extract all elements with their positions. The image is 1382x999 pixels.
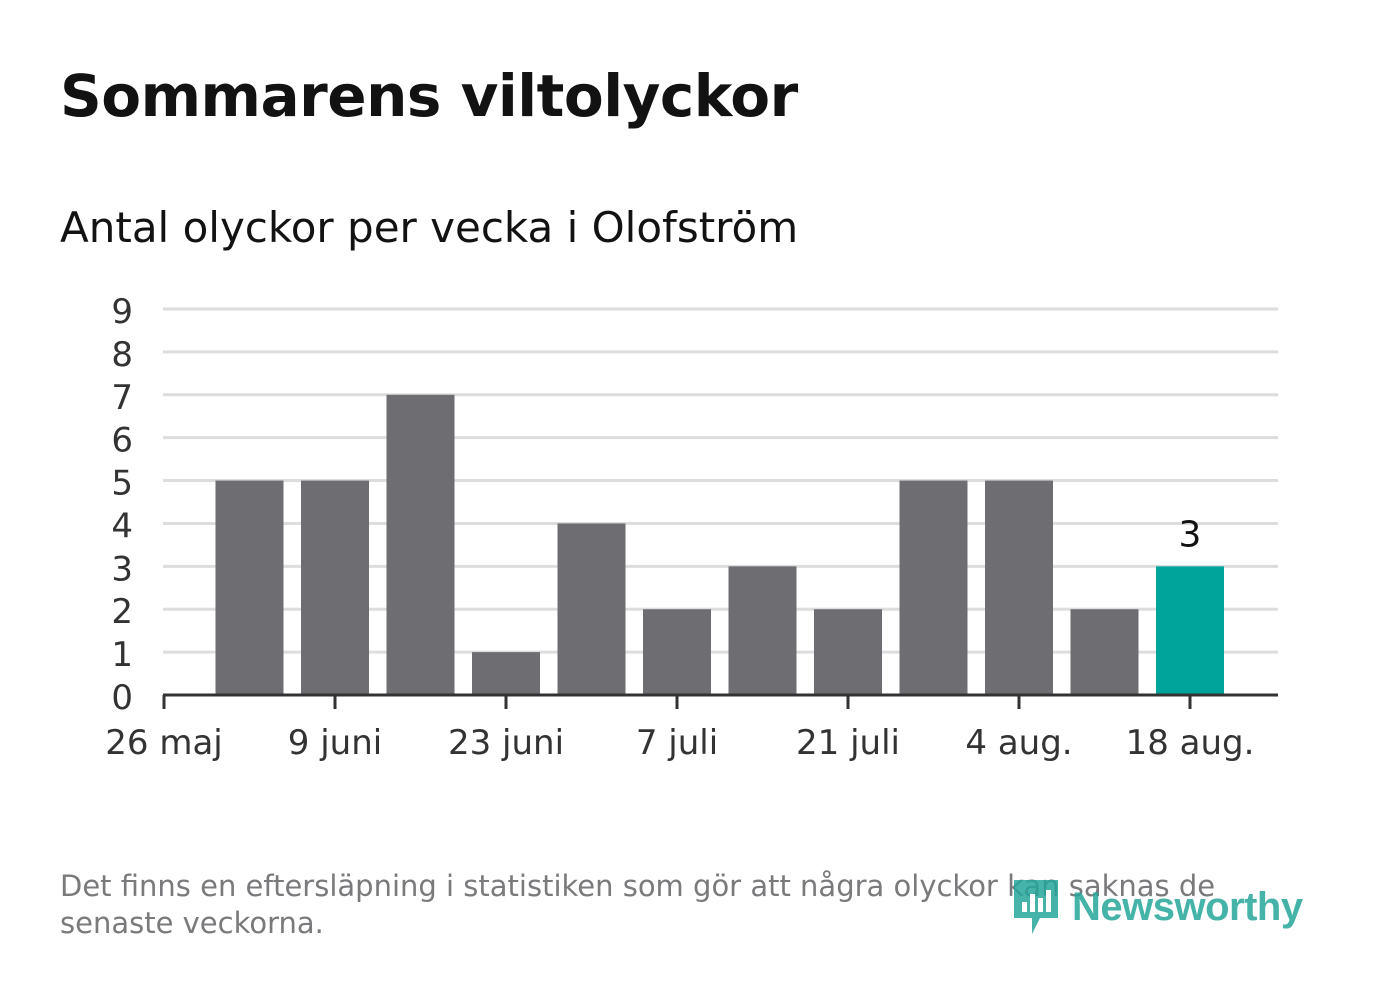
logo-text: Newsworthy — [1072, 884, 1303, 929]
y-tick-label: 6 — [111, 421, 133, 461]
bar — [1070, 609, 1139, 695]
y-tick-label: 2 — [111, 592, 133, 632]
bar — [386, 394, 455, 695]
bar — [215, 480, 284, 695]
x-tick-label: 9 juni — [288, 723, 382, 763]
y-tick-label: 5 — [111, 464, 133, 504]
y-tick-label: 9 — [111, 292, 133, 332]
x-tick-label: 21 juli — [796, 723, 900, 763]
y-tick-label: 8 — [111, 335, 133, 375]
y-tick-label: 1 — [111, 635, 133, 675]
y-tick-label: 7 — [111, 378, 133, 418]
newsworthy-chart-icon — [1014, 880, 1058, 934]
bar — [643, 609, 711, 695]
bar — [557, 523, 626, 695]
bar-value-label: 3 — [1179, 514, 1202, 555]
y-tick-label: 4 — [111, 506, 133, 546]
bar — [728, 566, 797, 695]
x-tick-label: 18 aug. — [1126, 723, 1255, 763]
x-tick-label: 23 juni — [448, 723, 564, 763]
x-axis: 26 maj 9 juni 23 juni 7 juli 21 juli 4 aug. 18… — [105, 693, 1278, 763]
bar — [985, 480, 1053, 695]
newsworthy-logo[interactable]: Newsworthy — [1010, 876, 1303, 938]
bar-highlight — [1156, 566, 1224, 695]
chart-title: Sommarens viltolyckor — [60, 62, 798, 130]
y-tick-label: 3 — [111, 549, 133, 589]
x-tick-label: 7 juli — [636, 723, 718, 763]
data-labels: 3 — [1179, 514, 1202, 555]
bar — [814, 609, 882, 695]
bar — [301, 480, 369, 695]
bar — [472, 652, 540, 695]
bar — [899, 480, 968, 695]
chart-subtitle: Antal olyckor per vecka i Olofström — [60, 203, 799, 252]
bar-series — [215, 394, 1224, 695]
x-tick-label: 4 aug. — [965, 723, 1072, 763]
x-tick-label: 26 maj — [105, 723, 222, 763]
y-tick-label: 0 — [111, 678, 133, 718]
